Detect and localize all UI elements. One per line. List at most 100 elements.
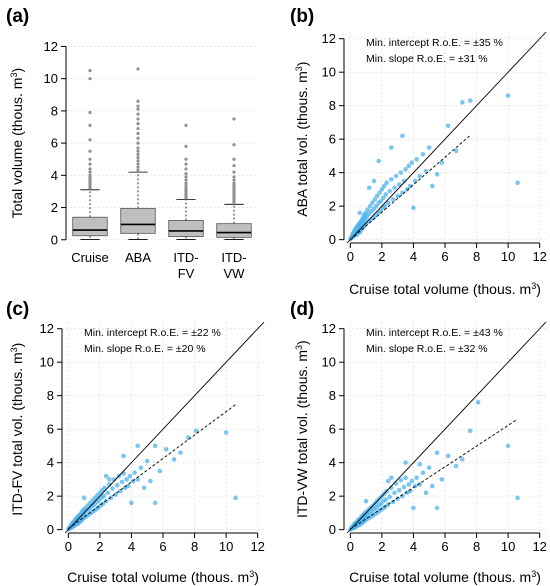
outlier-point xyxy=(136,159,140,163)
data-point xyxy=(382,203,388,209)
data-point xyxy=(460,100,465,105)
data-point xyxy=(114,482,120,488)
data-point xyxy=(121,453,126,459)
data-point xyxy=(185,435,191,440)
panel-c: (c) 00 2 2 4 4 6 6 8 8 10 10 12 12 ITD-FV total vol. (… xyxy=(6,299,265,585)
data-point xyxy=(129,500,134,506)
x-tick-label: 2 xyxy=(378,539,385,554)
outlier-point xyxy=(136,136,140,140)
x-tick-label: 10 xyxy=(501,249,515,264)
data-point xyxy=(404,187,410,192)
x-tick-label: 0 xyxy=(347,539,354,554)
outlier-point xyxy=(184,167,188,171)
scatter-points xyxy=(348,93,520,242)
data-point xyxy=(439,477,445,482)
x-tick-label: 6 xyxy=(441,539,448,554)
x-tick-label: 6 xyxy=(159,539,166,554)
data-point xyxy=(395,193,400,199)
fit-line xyxy=(350,134,471,240)
x-category-label: FV xyxy=(178,266,195,281)
data-point xyxy=(178,450,183,455)
y-tick-label: 2 xyxy=(329,489,336,504)
outlier-point xyxy=(184,186,188,190)
box-aba xyxy=(120,67,156,240)
outlier-point xyxy=(136,152,140,156)
box-body xyxy=(72,216,108,237)
outlier-point xyxy=(136,168,140,173)
outlier-point xyxy=(88,157,92,161)
outlier-point xyxy=(88,173,92,177)
data-point xyxy=(100,501,106,506)
data-point xyxy=(379,187,385,192)
outlier-point xyxy=(136,99,140,103)
roe-annotation: Min. slope R.o.E. = ±31 % xyxy=(366,53,488,65)
data-point xyxy=(125,483,131,489)
y-tick-label: 12 xyxy=(40,321,54,336)
data-point xyxy=(378,198,384,204)
data-point xyxy=(475,400,481,405)
data-point xyxy=(439,160,445,165)
x-tick-label: 12 xyxy=(532,539,546,554)
data-point xyxy=(515,180,520,186)
y-tick-label: 6 xyxy=(329,132,336,147)
outlier-point xyxy=(88,170,92,174)
data-point xyxy=(110,486,115,491)
data-point xyxy=(414,475,419,481)
y-tick-label: 8 xyxy=(329,98,336,113)
data-point xyxy=(389,475,394,481)
data-point xyxy=(453,463,459,469)
data-point xyxy=(157,468,163,474)
data-point xyxy=(426,465,432,470)
data-point xyxy=(515,495,520,501)
outlier-point xyxy=(184,172,188,176)
data-point xyxy=(411,505,416,511)
data-point xyxy=(453,148,459,154)
x-category-label: ITD- xyxy=(221,250,246,265)
roe-annotation: Min. slope R.o.E. = ±32 % xyxy=(366,343,488,355)
data-point xyxy=(392,490,397,496)
data-point xyxy=(400,493,405,499)
x-axis-title: Cruise total volume (thous. m3) xyxy=(67,569,259,585)
data-point xyxy=(132,470,137,476)
data-point xyxy=(430,183,435,189)
data-point xyxy=(426,145,432,150)
outlier-point xyxy=(232,157,236,161)
data-point xyxy=(396,182,402,187)
data-point xyxy=(417,462,423,467)
data-point xyxy=(409,160,415,165)
y-tick-label: 12 xyxy=(322,31,336,46)
box-body xyxy=(120,207,156,234)
x-category-label: ABA xyxy=(125,250,151,265)
data-point xyxy=(144,458,150,464)
x-tick-label: 8 xyxy=(191,539,198,554)
data-point xyxy=(127,473,133,479)
data-point xyxy=(445,453,451,459)
data-point xyxy=(171,457,177,462)
data-point xyxy=(381,195,386,201)
y-tick-label: 4 xyxy=(47,455,54,470)
data-point xyxy=(193,428,199,434)
data-point xyxy=(357,210,363,216)
data-point xyxy=(152,500,158,506)
y-tick-label: 4 xyxy=(329,165,336,180)
y-axis-title: ABA total vol. (thous. m3) xyxy=(294,62,310,217)
data-point xyxy=(389,485,394,491)
fit-line xyxy=(68,404,236,530)
one-to-one-line xyxy=(64,321,265,534)
panel-b: (b) 00 2 2 4 4 6 6 8 8 10 10 12 12 ABA total vol. (tho… xyxy=(290,6,547,297)
outlier-point xyxy=(136,141,140,145)
box-itd-vw xyxy=(216,117,252,240)
box-cruise xyxy=(72,69,108,240)
outlier-point xyxy=(136,107,140,111)
panel-d: (d) 00 2 2 4 4 6 6 8 8 10 10 12 12 ITD-VW total vol. (… xyxy=(290,299,547,585)
x-category-label: VW xyxy=(224,266,246,281)
outlier-point xyxy=(232,117,236,121)
x-tick-label: 0 xyxy=(347,249,354,264)
x-tick-label: 10 xyxy=(219,539,233,554)
outlier-point xyxy=(232,164,236,168)
data-point xyxy=(505,93,511,98)
outlier-point xyxy=(184,181,188,185)
outlier-point xyxy=(232,181,236,185)
y-axis-title: ITD-FV total vol. (thous. m3) xyxy=(9,343,25,516)
data-point xyxy=(101,493,107,499)
